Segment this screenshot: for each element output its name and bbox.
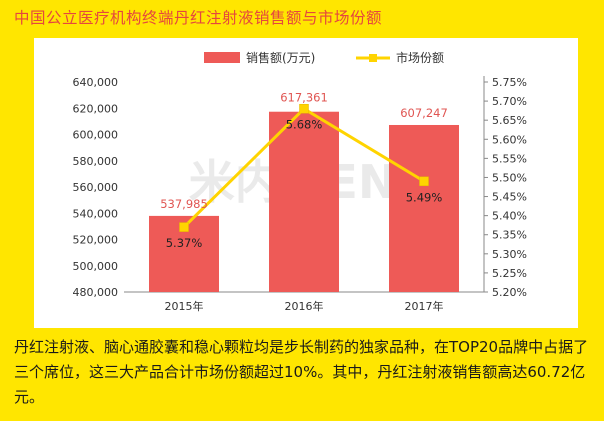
- legend-bar-swatch: [204, 52, 240, 63]
- caption-text: 丹红注射液、脑心通胶囊和稳心颗粒均是步长制药的独家品种，在TOP20品牌中占据了…: [14, 338, 589, 406]
- legend-line-marker: [369, 54, 377, 62]
- left-tick-label: 520,000: [73, 234, 119, 247]
- share-marker-3: [419, 176, 429, 187]
- bar-2: [269, 111, 339, 292]
- left-tick-label: 560,000: [73, 181, 119, 194]
- share-value-label: 5.68%: [286, 118, 323, 132]
- left-tick-label: 620,000: [73, 102, 119, 115]
- share-value-label: 5.49%: [406, 190, 443, 204]
- right-tick-label: 5.60%: [492, 133, 527, 146]
- bar-value-label: 617,361: [280, 91, 328, 105]
- right-tick-label: 5.30%: [492, 248, 527, 261]
- left-tick-label: 580,000: [73, 155, 119, 168]
- bar-value-label: 537,985: [160, 197, 208, 211]
- left-tick-label: 500,000: [73, 260, 119, 273]
- right-tick-label: 5.70%: [492, 95, 527, 108]
- right-tick-label: 5.75%: [492, 76, 527, 89]
- bar-value-label: 607,247: [400, 106, 448, 120]
- combo-chart: 米内MENET480,000500,000520,000540,000560,0…: [73, 50, 527, 313]
- right-tick-label: 5.45%: [492, 191, 527, 204]
- right-tick-label: 5.65%: [492, 114, 527, 127]
- right-tick-label: 5.40%: [492, 210, 527, 223]
- x-category-label: 2015年: [165, 299, 204, 313]
- x-category-label: 2017年: [405, 299, 444, 313]
- bar-3: [389, 124, 459, 292]
- legend-line-label: 市场份额: [396, 50, 444, 65]
- left-tick-label: 480,000: [73, 286, 119, 299]
- right-tick-label: 5.35%: [492, 229, 527, 242]
- right-tick-label: 5.50%: [492, 171, 527, 184]
- x-category-label: 2016年: [285, 299, 324, 313]
- chart-title: 中国公立医疗机构终端丹红注射液销售额与市场份额: [14, 9, 383, 27]
- chart-panel: 米内MENET480,000500,000520,000540,000560,0…: [34, 38, 578, 328]
- right-tick-label: 5.20%: [492, 286, 527, 299]
- left-tick-label: 540,000: [73, 207, 119, 220]
- share-marker-1: [179, 222, 189, 232]
- share-marker-2: [299, 103, 309, 114]
- left-tick-label: 600,000: [73, 129, 119, 142]
- right-tick-label: 5.55%: [492, 152, 527, 165]
- right-tick-label: 5.25%: [492, 267, 527, 280]
- legend-bar-label: 销售额(万元): [246, 50, 315, 65]
- left-tick-label: 640,000: [73, 76, 119, 89]
- share-value-label: 5.37%: [166, 236, 203, 250]
